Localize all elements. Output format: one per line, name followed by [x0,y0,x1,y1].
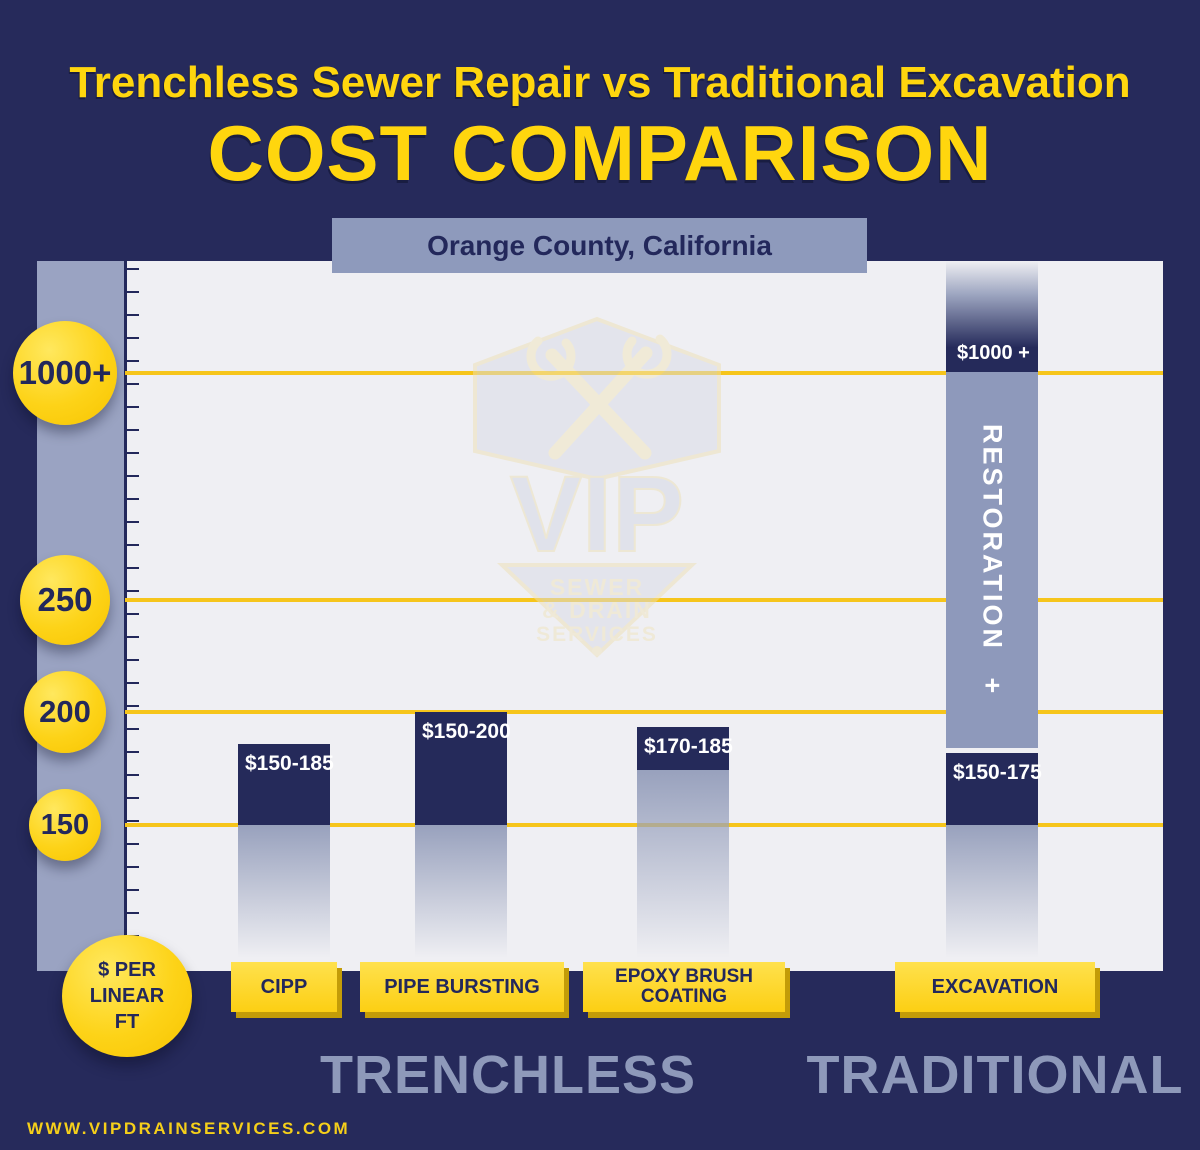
bar-cipp-fade [238,825,330,958]
ytick-circle-1000: 1000+ [13,321,117,425]
unit-line-2: LINEAR [89,985,165,1007]
vip-logo-watermark: VIP SEWER & DRAIN SERVICES [473,316,721,658]
watermark-line-2: & DRAIN [542,597,652,623]
category-label-excavation: EXCAVATION [895,962,1095,1012]
page-title: COST COMPARISON [207,109,993,197]
bar-excavation-restoration: RESTORATION + [946,372,1038,748]
ytick-label-200: 200 [39,694,91,729]
crossed-wrenches-icon [526,334,672,460]
category-label-pipe-bursting: PIPE BURSTING [360,962,564,1012]
bar-excavation-value: $150-175 [953,761,1042,784]
gridline-200 [125,710,1163,714]
location-banner-label: Orange County, California [427,229,772,261]
bar-pipe-bursting-fade [415,825,507,958]
category-label-cipp-text: CIPP [260,975,308,998]
location-banner: Orange County, California [332,218,867,273]
ytick-label-250: 250 [37,581,93,618]
page-subtitle: Trenchless Sewer Repair vs Traditional E… [69,58,1131,107]
watermark-line-1: SEWER [550,574,644,600]
watermark-line-3: SERVICES [536,623,658,646]
watermark-brand: VIP [510,453,684,574]
bar-cipp-value: $150-185 [245,752,334,775]
bar-cipp-range: $150-185 [238,744,334,825]
group-label-traditional: TRADITIONAL [806,1045,1184,1105]
bar-epoxy-value: $170-185 [644,735,733,758]
unit-line-3: FT [114,1011,140,1033]
bar-excavation-restoration-top: $1000 + [946,261,1038,372]
bar-pipe-bursting-range: $150-200 [415,712,511,825]
ytick-circle-150: 150 [29,789,101,861]
y-axis-tick-marks [127,268,139,940]
bar-excavation-restoration-label: RESTORATION + [977,423,1008,697]
ytick-label-150: 150 [40,808,90,841]
watermark-shield-bottom [496,563,698,658]
bar-epoxy-range: $170-185 [637,727,733,770]
unit-line-1: $ PER [98,959,156,981]
category-label-epoxy: EPOXY BRUSH COATING [583,962,785,1012]
category-label-excavation-text: EXCAVATION [931,975,1059,998]
website-url: WWW.VIPDRAINSERVICES.COM [27,1119,351,1138]
bar-epoxy-fade [637,770,729,958]
ytick-circle-250: 250 [20,555,110,645]
watermark-drop-icon [592,646,602,656]
ytick-label-1000: 1000+ [18,354,112,391]
bar-excavation-range: $150-175 [946,753,1042,825]
ytick-circle-200: 200 [24,671,106,753]
category-label-cipp: CIPP [231,962,337,1012]
y-axis-line [124,261,127,943]
group-label-trenchless: TRENCHLESS [319,1045,697,1105]
unit-badge: $ PER LINEAR FT [62,935,192,1057]
category-label-epoxy-text: EPOXY BRUSH COATING [615,966,753,1007]
bar-excavation-restoration-value: $1000 + [957,342,1030,364]
bar-pipe-bursting-value: $150-200 [422,720,511,743]
bar-excavation-fade [946,825,1038,958]
category-label-pipe-bursting-text: PIPE BURSTING [384,975,540,998]
